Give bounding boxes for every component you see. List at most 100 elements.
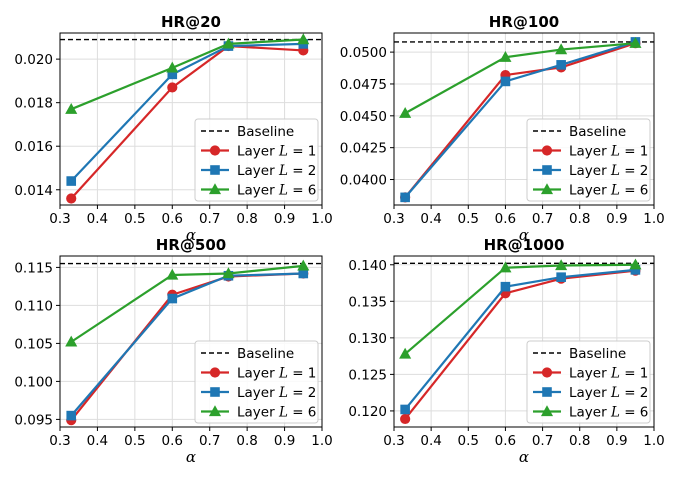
- chart-title: HR@500: [156, 236, 226, 254]
- x-tick-label: 0.5: [124, 433, 145, 449]
- legend-label-layer6: Layer L = 6: [569, 405, 648, 421]
- series-line-layer6: [70, 38, 304, 111]
- x-tick-label: 0.6: [495, 211, 516, 227]
- legend-marker-layer2: [542, 165, 552, 175]
- y-tick-label: 0.016: [14, 139, 53, 155]
- legend-box: [526, 340, 651, 424]
- legend-label-layer2: Layer L = 2: [237, 163, 316, 179]
- axes-frame: [393, 32, 655, 206]
- legend: Baseline Layer L = 1 Layer L = 2 Layer L = …: [526, 118, 651, 202]
- x-tick-label: 1.0: [643, 433, 664, 449]
- data-point-layer2: [66, 410, 77, 421]
- x-axis-label: α: [519, 448, 529, 466]
- series-line-layer2: [404, 268, 636, 411]
- y-tick-label: 0.095: [14, 412, 53, 428]
- y-tick-label: 0.0400: [340, 173, 387, 189]
- x-tick-label: 1.0: [311, 433, 332, 449]
- y-tick-label: 0.140: [348, 258, 387, 274]
- data-point-layer6: [297, 33, 310, 45]
- x-tick-label: 0.4: [420, 433, 441, 449]
- data-point-layer2: [556, 272, 566, 282]
- legend-box: [194, 340, 319, 424]
- series-line-layer2: [70, 42, 304, 182]
- panel-hr1000: 0.3 0.4 0.5 0.6 0.7 0.8 0.9 1.0 0.120 0.125 0.130 0…: [348, 236, 664, 466]
- data-point-layer6: [555, 259, 568, 271]
- x-tick-label: 0.5: [458, 211, 479, 227]
- x-tick-label: 0.8: [236, 433, 257, 449]
- data-point-layer2: [400, 192, 410, 203]
- y-tick-label: 0.130: [348, 331, 387, 347]
- data-point-layer2: [500, 76, 511, 87]
- x-tick-label: 0.3: [383, 433, 404, 449]
- y-tick-label: 0.0425: [340, 141, 387, 157]
- x-tick-label: 0.6: [162, 211, 183, 227]
- data-point-layer1: [66, 193, 77, 204]
- x-tick-label: 0.7: [532, 211, 553, 227]
- data-point-layer6: [399, 347, 412, 359]
- x-tick-label: 0.4: [87, 211, 108, 227]
- x-axis-label: α: [186, 226, 196, 244]
- legend: Baseline Layer L = 1 Layer L = 2 Layer L = …: [526, 340, 651, 424]
- x-tick-label: 0.6: [495, 433, 516, 449]
- y-tick-label: 0.110: [14, 298, 53, 314]
- legend-label-layer6: Layer L = 6: [237, 405, 316, 421]
- y-tick-label: 0.115: [14, 260, 53, 276]
- chart-title: HR@1000: [484, 236, 565, 254]
- panel-hr100: 0.3 0.4 0.5 0.6 0.7 0.8 0.9 1.0 0.0400 0.0425 0.04…: [340, 13, 665, 244]
- x-tick-label: 0.9: [274, 433, 295, 449]
- series-line-layer6: [404, 263, 636, 355]
- data-point-layer1: [400, 413, 411, 425]
- x-tick-label: 0.3: [49, 211, 70, 227]
- x-tick-label: 0.4: [420, 211, 441, 227]
- x-axis-label: α: [519, 226, 529, 244]
- legend-marker-layer6: [208, 405, 222, 417]
- x-tick-label: 0.7: [532, 433, 553, 449]
- data-point-layer2: [167, 293, 178, 304]
- series-line-layer6: [70, 264, 304, 343]
- legend-label-layer2: Layer L = 2: [569, 385, 648, 401]
- legend-label-baseline: Baseline: [569, 346, 626, 362]
- x-tick-label: 0.8: [569, 211, 590, 227]
- y-tick-label: 0.0475: [340, 77, 387, 93]
- axes-frame: [59, 32, 323, 206]
- x-tick-label: 0.3: [383, 211, 404, 227]
- x-tick-label: 1.0: [311, 211, 332, 227]
- legend-label-baseline: Baseline: [237, 124, 294, 140]
- series-line-layer6: [404, 42, 636, 115]
- series-line-layer1: [404, 42, 636, 199]
- y-tick-label: 0.135: [348, 294, 387, 310]
- y-tick-label: 0.100: [14, 374, 53, 390]
- legend-marker-layer1: [209, 367, 221, 378]
- x-tick-label: 0.5: [124, 211, 145, 227]
- y-tick-label: 0.125: [348, 367, 387, 383]
- x-tick-label: 0.5: [458, 433, 479, 449]
- data-point-layer6: [65, 335, 78, 347]
- series-line-layer2: [70, 272, 304, 417]
- legend-marker-layer6: [540, 183, 554, 195]
- y-tick-label: 0.0500: [340, 45, 387, 61]
- x-tick-label: 0.9: [274, 211, 295, 227]
- data-point-layer6: [222, 37, 235, 49]
- y-tick-label: 0.020: [14, 52, 53, 68]
- legend-label-layer2: Layer L = 2: [237, 385, 316, 401]
- data-point-layer2: [400, 404, 410, 415]
- data-point-layer6: [65, 102, 78, 114]
- legend-marker-layer2: [210, 165, 220, 175]
- legend-label-layer6: Layer L = 6: [237, 183, 316, 199]
- legend-marker-layer1: [541, 367, 553, 378]
- x-axis-label: α: [186, 448, 196, 466]
- legend-label-layer2: Layer L = 2: [569, 163, 648, 179]
- data-point-layer6: [629, 258, 642, 270]
- legend-marker-layer2: [210, 387, 220, 397]
- series-line-layer1: [70, 44, 304, 200]
- data-point-layer6: [297, 259, 310, 271]
- axes-frame: [393, 255, 655, 428]
- x-tick-label: 0.9: [606, 433, 627, 449]
- data-point-layer2: [66, 176, 77, 186]
- legend-label-baseline: Baseline: [569, 124, 626, 140]
- legend-label-layer1: Layer L = 1: [569, 366, 648, 382]
- legend-box: [526, 118, 651, 202]
- data-point-layer6: [555, 43, 568, 55]
- data-point-layer1: [167, 82, 178, 93]
